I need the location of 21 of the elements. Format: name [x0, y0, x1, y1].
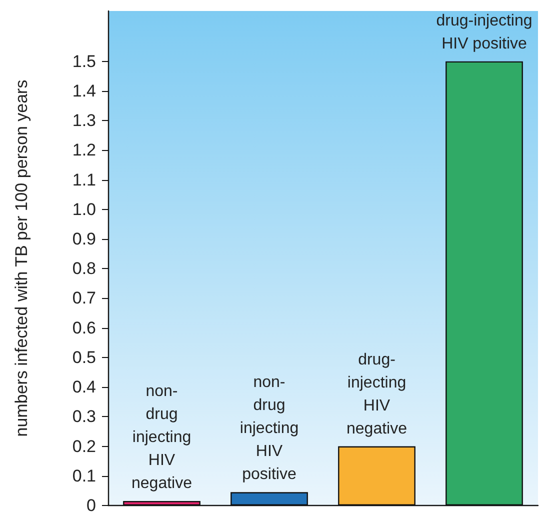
y-tick-label: 1.4: [72, 81, 96, 100]
y-tick-label: 0.3: [72, 407, 96, 426]
x-tick-label: non- drug injecting HIV positive: [240, 374, 299, 484]
y-tick-label: 1.1: [72, 170, 96, 190]
x-tick-label: non- drug injecting HIV negative: [132, 383, 192, 492]
x-tick-label: drug- injecting HIV negative: [346, 351, 408, 438]
y-tick-label: 0.1: [72, 466, 96, 486]
y-tick-label: 0.2: [72, 436, 96, 456]
y-tick-label: 0.5: [72, 348, 96, 367]
y-tick-label: 1.3: [72, 111, 96, 130]
y-axis-title: numbers infected with TB per 100 person years: [12, 80, 31, 437]
y-tick-label: 0.6: [72, 318, 96, 338]
x-tick-label: drug-injecting HIV positive: [436, 12, 532, 52]
y-tick-label: 0.4: [72, 378, 96, 397]
y-tick-label: 0.7: [72, 288, 96, 308]
y-tick-label: 1.5: [72, 52, 96, 71]
y-tick-label: 0.8: [72, 259, 96, 278]
y-tick-label: 0.9: [72, 230, 96, 249]
y-tick-label: 1.2: [72, 140, 96, 160]
y-tick-label: 0: [86, 496, 96, 514]
y-tick-label: 1.0: [72, 200, 96, 219]
